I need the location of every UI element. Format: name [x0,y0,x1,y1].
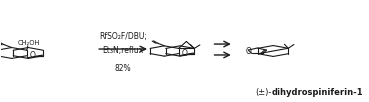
Text: O: O [246,47,252,56]
Text: dihydrospiniferin-1: dihydrospiniferin-1 [272,88,363,97]
Text: Et₃N,reflux: Et₃N,reflux [103,47,144,55]
Text: O: O [182,49,187,58]
Text: RfSO₂F/DBU;: RfSO₂F/DBU; [99,32,147,41]
Text: 82%: 82% [115,64,131,73]
Text: (±)-: (±)- [255,88,272,97]
Text: O: O [30,51,35,60]
Text: CH₂OH: CH₂OH [17,40,39,46]
